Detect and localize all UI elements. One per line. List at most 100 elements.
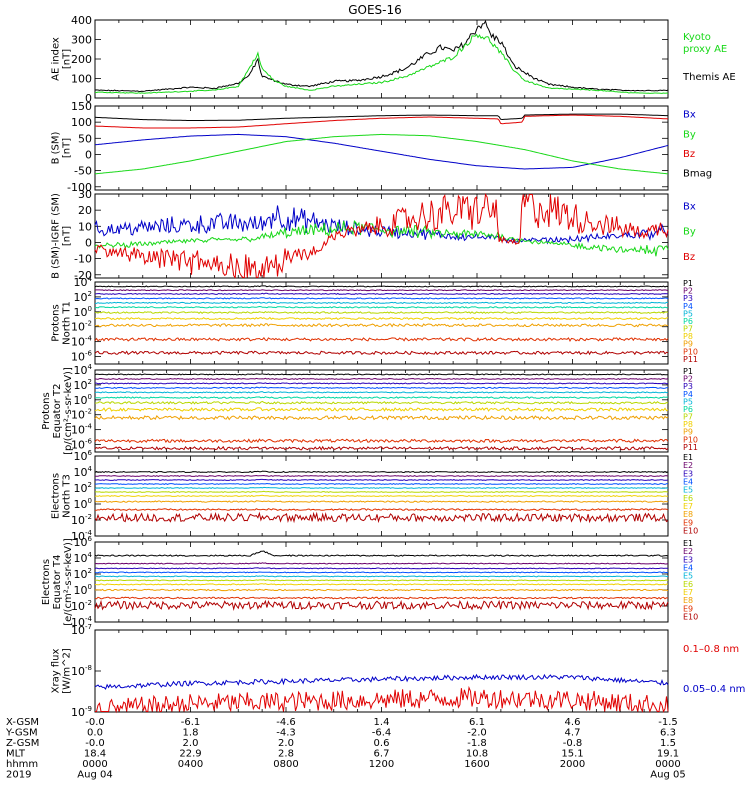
- y-tick-exponent: -4: [85, 335, 93, 343]
- series-line-1: [95, 685, 669, 714]
- y-tick-exponent: -2: [85, 320, 92, 328]
- legend-entry: By: [683, 227, 696, 238]
- series-line-2: [94, 133, 669, 170]
- series-line-0: [94, 205, 669, 245]
- channel-line-4: [94, 486, 669, 489]
- channel-line-5: [94, 396, 669, 399]
- channel-line-8: [94, 323, 669, 328]
- y-tick-exponent: 4: [88, 275, 93, 283]
- time-axis-value: 2.8: [278, 749, 294, 760]
- channel-line-5: [94, 490, 669, 493]
- y-tick-exponent: -4: [85, 615, 93, 623]
- y-tick-label: 10: [78, 220, 92, 233]
- channel-line-8: [94, 508, 669, 512]
- time-axis-value: 0000: [655, 759, 680, 770]
- y-tick-label: 20: [78, 204, 92, 217]
- channel-line-1: [94, 289, 669, 292]
- time-axis-row-label: 2019: [6, 770, 31, 781]
- legend-entry: P3: [683, 294, 693, 303]
- y-tick-label: 102: [74, 290, 92, 304]
- time-axis-value: -0.0: [85, 717, 105, 728]
- legend-entry: P8: [683, 420, 693, 429]
- y-tick-exponent: -4: [85, 423, 93, 431]
- channel-line-1: [94, 474, 669, 477]
- y-tick-label: 104: [74, 275, 93, 289]
- legend-entry: P11: [683, 443, 698, 452]
- y-axis-label: Xray flux: [51, 649, 62, 694]
- y-tick-exponent: 2: [88, 481, 92, 489]
- channel-line-3: [94, 386, 669, 390]
- time-axis-value: 1.4: [374, 717, 390, 728]
- legend-entry: E3: [683, 555, 693, 564]
- time-axis-value: 2000: [560, 759, 585, 770]
- y-tick-label: 100: [74, 393, 92, 407]
- y-axis-label: [nT]: [62, 138, 73, 158]
- y-tick-label: 10-4: [71, 423, 93, 437]
- time-axis-value: 18.4: [84, 749, 106, 760]
- time-axis-value: 6.7: [374, 749, 390, 760]
- legend-entry: P9: [683, 340, 693, 349]
- time-axis-value: Aug 05: [650, 770, 685, 781]
- legend-entry: E9: [683, 604, 693, 613]
- series-line-2: [94, 193, 669, 279]
- y-axis-label: Protons: [41, 392, 52, 429]
- channel-line-6: [94, 583, 669, 586]
- time-axis-row-label: Y-GSM: [5, 728, 38, 739]
- legend-entry: P1: [683, 367, 693, 376]
- channel-line-3: [94, 571, 669, 574]
- legend-entry: P2: [683, 287, 693, 296]
- y-tick-label: 100: [74, 497, 92, 511]
- y-tick-exponent: 2: [88, 290, 92, 298]
- legend-entry: P11: [683, 355, 698, 364]
- y-tick-exponent: 4: [88, 551, 93, 559]
- time-axis-row-label: Z-GSM: [6, 738, 39, 749]
- legend-entry: E1: [683, 539, 693, 548]
- y-tick-label: 102: [74, 481, 92, 495]
- channel-line-0: [94, 285, 669, 288]
- legend-entry: 0.05–0.4 nm: [683, 684, 745, 695]
- y-tick-label: 102: [74, 378, 92, 392]
- legend-entry: E8: [683, 596, 693, 605]
- channel-line-8: [94, 414, 669, 421]
- y-axis-label: Protons: [51, 304, 62, 341]
- plot-title: GOES-16: [348, 3, 402, 17]
- channel-line-8: [94, 596, 669, 600]
- time-axis-value: 2.0: [278, 738, 294, 749]
- channel-line-3: [94, 297, 669, 300]
- channel-line-5: [94, 305, 669, 309]
- time-axis-value: 2.0: [183, 738, 199, 749]
- time-axis-value: -1.5: [658, 717, 678, 728]
- legend-entry: proxy AE: [683, 44, 727, 55]
- channel-line-9: [94, 336, 669, 342]
- legend-entry: Bmag: [683, 168, 712, 179]
- y-tick-label: 10-4: [71, 335, 93, 349]
- legend-entry: P2: [683, 375, 693, 384]
- y-tick-label: 10-6: [71, 350, 93, 364]
- y-tick-label: -10: [74, 253, 92, 266]
- y-tick-exponent: 2: [88, 378, 92, 386]
- channel-line-4: [94, 575, 669, 578]
- channel-line-7: [94, 500, 669, 503]
- y-tick-exponent: 2: [88, 567, 92, 575]
- time-axis-value: 4.6: [565, 717, 581, 728]
- legend-entry: P6: [683, 405, 693, 414]
- series-line-0: [94, 673, 669, 690]
- channel-line-3: [94, 482, 669, 485]
- legend-entry: P9: [683, 428, 693, 437]
- legend-entry: Themis AE: [682, 72, 736, 83]
- time-axis-value: 4.7: [565, 728, 581, 739]
- legend-entry: P4: [683, 302, 693, 311]
- y-axis-label: North T1: [62, 301, 73, 345]
- legend-entry: E10: [683, 526, 698, 535]
- y-tick-exponent: 6: [88, 535, 93, 543]
- legend-entry: E4: [683, 563, 693, 572]
- y-tick-label: 10-7: [71, 623, 92, 637]
- channel-line-6: [94, 400, 669, 405]
- y-tick-label: 10-2: [71, 513, 92, 527]
- time-axis-labels: X-GSM -0.0 -6.1 -4.6 1.4 6.1 4.6 -1.5 Y-GSM 0.0 1.…: [5, 717, 686, 781]
- y-axis-label: AE index: [51, 37, 62, 81]
